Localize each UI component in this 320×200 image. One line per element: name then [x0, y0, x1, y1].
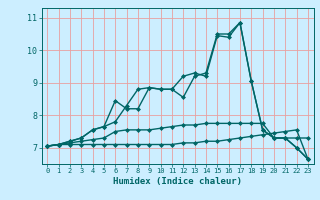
X-axis label: Humidex (Indice chaleur): Humidex (Indice chaleur) [113, 177, 242, 186]
